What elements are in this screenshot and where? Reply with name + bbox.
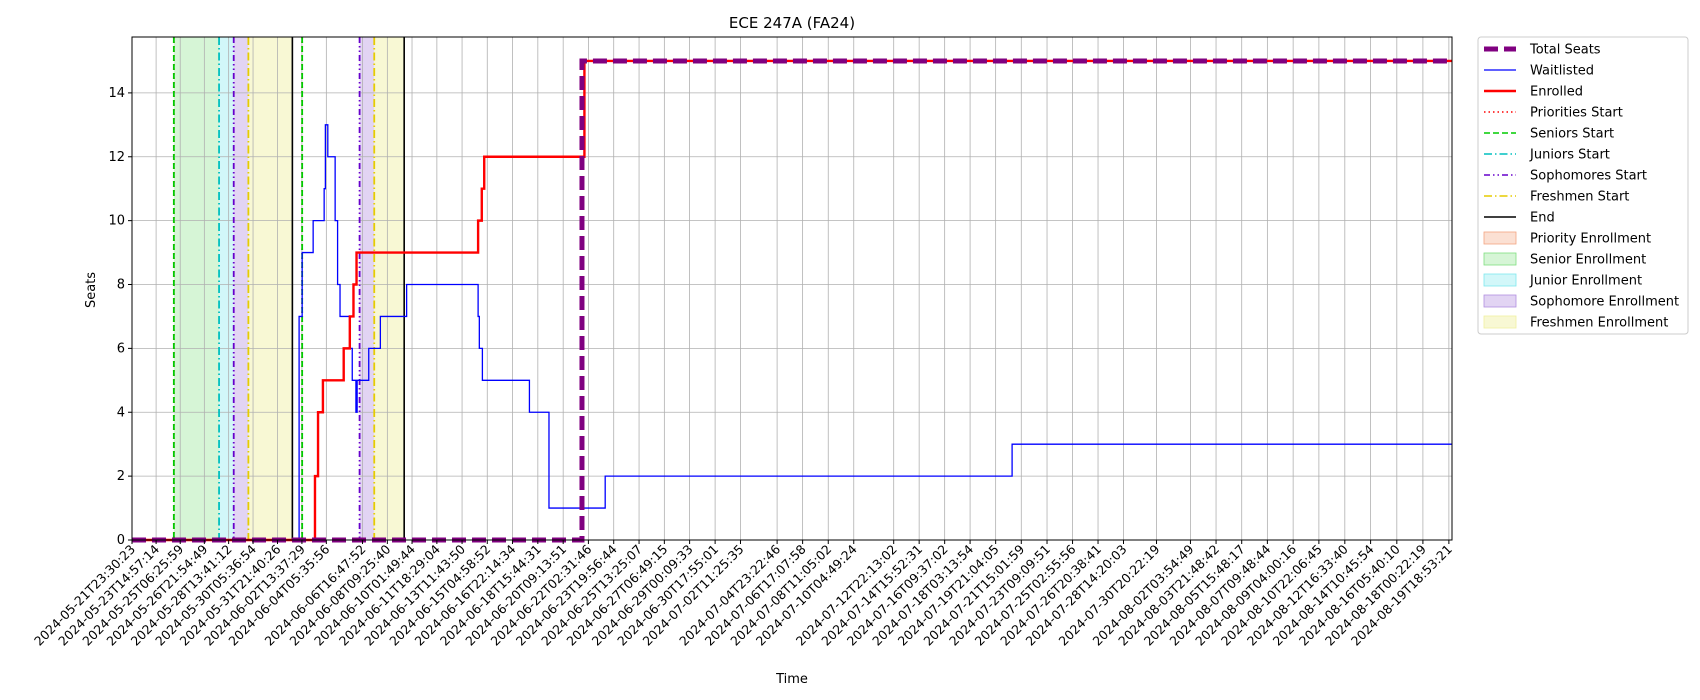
plot-frame xyxy=(131,36,1453,541)
legend-item-end: End xyxy=(1484,211,1555,226)
senior-enrollment-span xyxy=(173,37,220,540)
chart-title: ECE 247A (FA24) xyxy=(729,14,855,32)
sophomore-enrollment-span xyxy=(233,37,249,540)
legend-item-junior-enrollment: Junior Enrollment xyxy=(1483,273,1642,289)
legend-item-freshmen-enrollment: Freshmen Enrollment xyxy=(1483,315,1668,331)
legend-swatch xyxy=(1483,252,1517,266)
x-axis: 2024-05-21T23:30:232024-05-23T14:57:1420… xyxy=(31,540,1455,649)
legend: Total Seats Waitlisted Enrolled Priorities … xyxy=(1477,36,1689,335)
y-tick-label: 2 xyxy=(117,469,125,484)
y-tick-label: 0 xyxy=(117,533,125,548)
legend-item-total-seats: Total Seats xyxy=(1484,43,1601,58)
legend-swatch xyxy=(1483,231,1517,245)
legend-item-waitlisted: Waitlisted xyxy=(1484,64,1594,79)
y-tick-label: 8 xyxy=(117,278,125,293)
legend-swatch xyxy=(1483,294,1517,308)
legend-item-senior-enrollment: Senior Enrollment xyxy=(1483,252,1646,268)
legend-label: Sophomores Start xyxy=(1530,169,1647,184)
total-seats-line xyxy=(132,58,1452,543)
legend-item-seniors-start: Seniors Start xyxy=(1484,127,1614,142)
legend-box xyxy=(1477,36,1689,335)
legend-label: Junior Enrollment xyxy=(1529,274,1642,289)
freshmen-enrollment-span xyxy=(248,37,293,540)
legend-label: Seniors Start xyxy=(1530,127,1614,142)
series-lines xyxy=(132,58,1452,543)
legend-item-priorities-start: Priorities Start xyxy=(1484,106,1623,121)
legend-label: Total Seats xyxy=(1529,43,1601,58)
freshmen-enrollment-span xyxy=(374,37,405,540)
legend-label: Juniors Start xyxy=(1529,148,1610,163)
legend-item-sophomore-enrollment: Sophomore Enrollment xyxy=(1483,294,1679,310)
legend-swatch xyxy=(1483,273,1517,287)
legend-label: Sophomore Enrollment xyxy=(1530,295,1679,310)
legend-item-priority-enrollment: Priority Enrollment xyxy=(1483,231,1651,247)
legend-swatch xyxy=(1483,315,1517,329)
y-tick-label: 10 xyxy=(108,214,125,229)
legend-label: Priorities Start xyxy=(1530,106,1623,121)
legend-label: Waitlisted xyxy=(1530,64,1594,79)
waitlisted-line xyxy=(132,124,1452,541)
legend-label: End xyxy=(1530,211,1555,226)
legend-item-freshmen-start: Freshmen Start xyxy=(1484,190,1629,205)
y-axis-label: Seats xyxy=(84,272,99,308)
enrollment-spans xyxy=(173,37,405,540)
legend-item-juniors-start: Juniors Start xyxy=(1484,148,1610,163)
legend-label: Priority Enrollment xyxy=(1530,232,1651,247)
legend-label: Senior Enrollment xyxy=(1530,253,1646,268)
junior-enrollment-span xyxy=(219,37,234,540)
legend-label: Enrolled xyxy=(1530,85,1583,100)
y-tick-label: 6 xyxy=(117,341,125,356)
y-tick-label: 14 xyxy=(108,86,125,101)
legend-label: Freshmen Start xyxy=(1530,190,1629,205)
phase-lines xyxy=(172,37,405,540)
grid xyxy=(131,37,1452,541)
enrolled-line xyxy=(132,59,1452,542)
x-axis-label: Time xyxy=(775,672,808,687)
y-tick-label: 4 xyxy=(117,405,125,420)
legend-item-sophomores-start: Sophomores Start xyxy=(1484,169,1647,184)
legend-item-enrolled: Enrolled xyxy=(1484,85,1583,100)
y-axis: 0 2 4 6 8 10 12 14 xyxy=(108,86,132,548)
y-tick-label: 12 xyxy=(108,150,125,165)
legend-label: Freshmen Enrollment xyxy=(1530,316,1668,331)
sophomore-enrollment-span xyxy=(359,37,375,540)
